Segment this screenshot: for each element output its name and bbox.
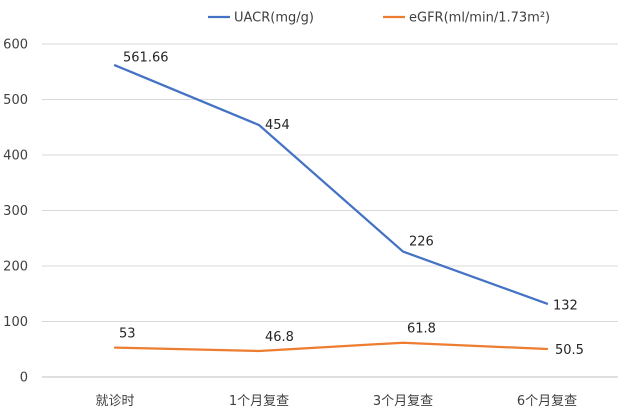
data-label: 132	[553, 299, 578, 314]
series-line-1	[113, 341, 549, 353]
data-label: 454	[265, 118, 290, 133]
y-axis: 0 100 200 300 400 500 600	[3, 38, 28, 386]
series-line-0	[113, 64, 549, 305]
data-label: 61.8	[407, 322, 436, 337]
legend-label: UACR(mg/g)	[234, 11, 314, 26]
x-tick-label: 3个月复查	[373, 394, 433, 409]
gridlines	[42, 43, 618, 378]
y-tick-label: 500	[3, 93, 28, 108]
legend-label: eGFR(ml/min/1.73m²)	[409, 11, 550, 26]
data-label: 50.5	[555, 343, 584, 358]
y-tick-label: 0	[20, 371, 28, 386]
data-label: 226	[409, 235, 434, 250]
x-tick-label: 1个月复查	[229, 394, 289, 409]
x-axis: 就诊时 1个月复查 3个月复查 6个月复查	[95, 394, 577, 409]
y-tick-label: 100	[3, 315, 28, 330]
data-labels: 561.66 454 226 132 53 46.8 61.8 50.5	[119, 50, 584, 358]
y-tick-label: 300	[3, 204, 28, 219]
x-tick-label: 就诊时	[95, 394, 134, 409]
y-tick-label: 200	[3, 260, 28, 275]
series-group	[113, 64, 549, 353]
legend: UACR(mg/g) eGFR(ml/min/1.73m²)	[208, 11, 550, 26]
data-label: 46.8	[265, 330, 294, 345]
data-label: 53	[119, 327, 136, 342]
y-tick-label: 400	[3, 149, 28, 164]
y-tick-label: 600	[3, 38, 28, 53]
data-label: 561.66	[123, 50, 169, 65]
x-tick-label: 6个月复查	[517, 394, 577, 409]
